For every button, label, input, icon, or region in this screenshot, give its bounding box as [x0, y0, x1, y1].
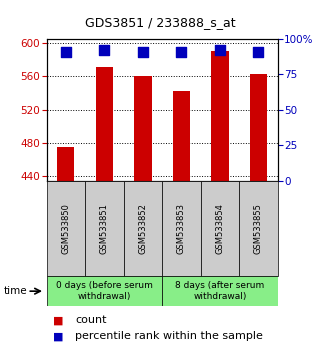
Point	[217, 47, 222, 53]
Point	[102, 47, 107, 53]
Bar	[85, 181, 124, 276]
Text: time: time	[3, 286, 27, 296]
Bar	[250, 74, 267, 181]
Text: percentile rank within the sample: percentile rank within the sample	[75, 331, 263, 341]
Bar	[162, 181, 201, 276]
Bar	[162, 276, 278, 306]
Point	[63, 49, 68, 55]
Text: GSM533852: GSM533852	[138, 203, 147, 254]
Bar	[134, 76, 152, 181]
Text: 0 days (before serum
withdrawal): 0 days (before serum withdrawal)	[56, 281, 153, 301]
Text: GSM533854: GSM533854	[215, 203, 224, 254]
Bar	[96, 67, 113, 181]
Text: ■: ■	[53, 315, 64, 325]
Text: GSM533853: GSM533853	[177, 203, 186, 254]
Text: GSM533851: GSM533851	[100, 203, 109, 254]
Bar	[57, 147, 74, 181]
Bar	[124, 181, 162, 276]
Text: GSM533850: GSM533850	[61, 203, 70, 254]
Text: GSM533855: GSM533855	[254, 203, 263, 254]
Text: GDS3851 / 233888_s_at: GDS3851 / 233888_s_at	[85, 16, 236, 29]
Bar	[47, 181, 85, 276]
Bar	[211, 51, 229, 181]
Point	[256, 49, 261, 55]
Bar	[239, 181, 278, 276]
Bar	[47, 276, 162, 306]
Point	[140, 49, 145, 55]
Text: ■: ■	[53, 331, 64, 341]
Bar	[173, 91, 190, 181]
Bar	[201, 181, 239, 276]
Point	[179, 49, 184, 55]
Text: count: count	[75, 315, 107, 325]
Text: 8 days (after serum
withdrawal): 8 days (after serum withdrawal)	[175, 281, 265, 301]
